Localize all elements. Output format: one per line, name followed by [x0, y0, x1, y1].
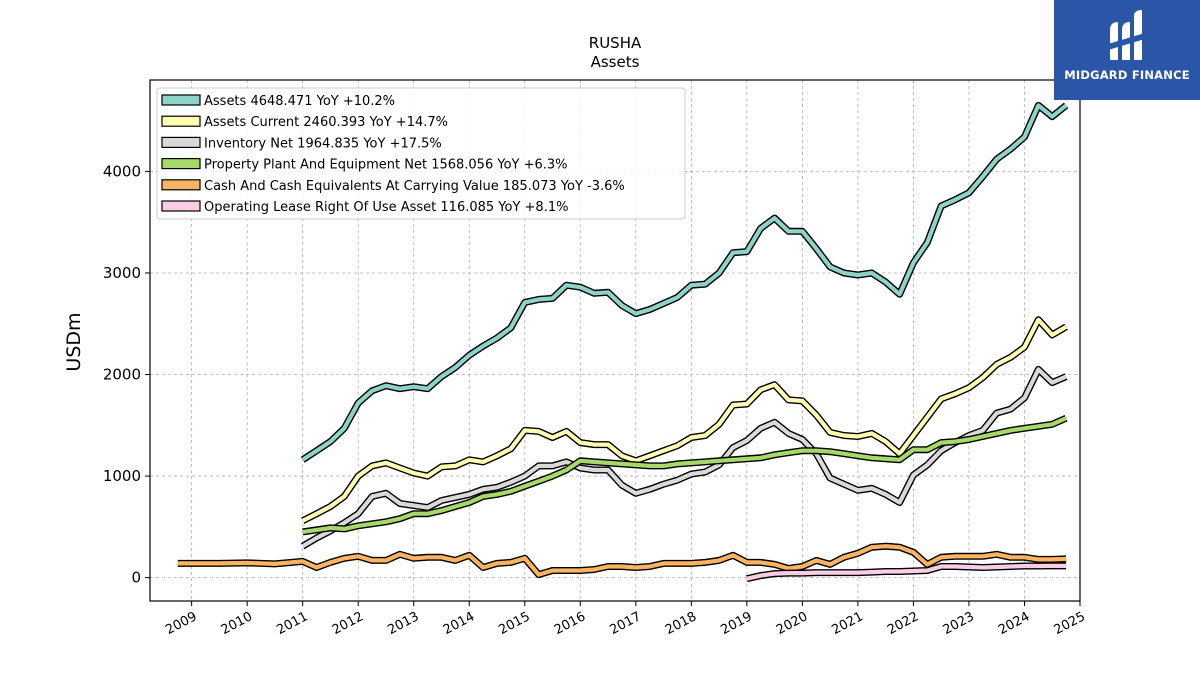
legend-swatch — [161, 94, 201, 106]
legend-swatch — [161, 179, 201, 191]
y-tick-label: 1000 — [103, 467, 141, 485]
chart-title: RUSHA — [589, 34, 642, 52]
series-line-1 — [301, 103, 1068, 462]
legend-swatch — [161, 200, 201, 212]
legend-label: Inventory Net 1964.835 YoY +17.5% — [204, 136, 442, 151]
legend-label: Property Plant And Equipment Net 1568.05… — [204, 158, 568, 173]
legend-swatch — [161, 115, 201, 127]
y-tick-label: 2000 — [103, 366, 141, 384]
legend-label: Operating Lease Right Of Use Asset 116.0… — [204, 200, 568, 215]
y-tick-label: 4000 — [103, 162, 141, 180]
legend: Assets 4648.471 YoY +10.2% Assets Current… — [156, 87, 686, 220]
legend-label: Assets Current 2460.393 YoY +14.7% — [204, 115, 448, 130]
legend-label: Cash And Cash Equivalents At Carrying Va… — [204, 179, 625, 194]
y-tick-label: 0 — [131, 569, 141, 587]
legend-label: Assets 4648.471 YoY +10.2% — [204, 94, 395, 109]
legend-box — [156, 87, 686, 220]
series-line-5 — [177, 544, 1067, 577]
series-line-3 — [301, 367, 1067, 549]
series-line-4 — [302, 416, 1067, 534]
series-line-6 — [746, 563, 1067, 581]
brand-mark-icon — [1108, 10, 1148, 60]
legend-swatch — [161, 158, 201, 170]
chart-subtitle: Assets — [591, 53, 640, 71]
y-axis-label: USDm — [63, 312, 85, 371]
series-lines — [177, 101, 1069, 583]
y-tick-label: 3000 — [103, 264, 141, 282]
series-line-2 — [301, 317, 1068, 523]
brand-name: MIDGARD FINANCE — [1064, 68, 1190, 82]
y-axis: 0 1000 2000 3000 4000 — [103, 162, 150, 587]
plot-frame — [149, 79, 1081, 602]
brand-logo: MIDGARD FINANCE — [1054, 0, 1200, 100]
legend-swatch — [161, 136, 201, 148]
